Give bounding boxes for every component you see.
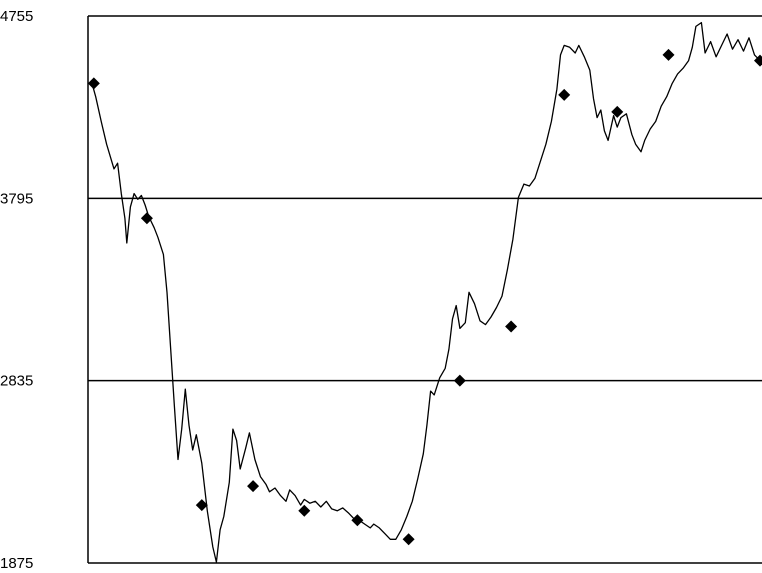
y-tick-labels: 1875 2835 3795 4755 bbox=[0, 8, 33, 572]
data-marker-5 bbox=[351, 514, 364, 527]
series-layer bbox=[91, 21, 761, 563]
data-marker-3 bbox=[247, 480, 260, 493]
data-marker-4 bbox=[298, 504, 311, 517]
y-tick-label-1875: 1875 bbox=[0, 555, 33, 572]
y-tick-label-4755: 4755 bbox=[0, 8, 33, 25]
data-marker-1 bbox=[140, 212, 153, 225]
y-tick-label-3795: 3795 bbox=[0, 190, 33, 207]
y-tick-label-2835: 2835 bbox=[0, 373, 33, 390]
data-marker-7 bbox=[453, 374, 466, 387]
data-marker-10 bbox=[611, 105, 624, 118]
series-line-0 bbox=[91, 21, 761, 563]
grid-layer bbox=[88, 15, 762, 564]
data-marker-12 bbox=[754, 54, 762, 67]
data-marker-6 bbox=[402, 533, 415, 546]
data-marker-0 bbox=[87, 77, 100, 90]
data-marker-8 bbox=[505, 320, 518, 333]
data-marker-2 bbox=[195, 499, 208, 512]
data-marker-11 bbox=[662, 48, 675, 61]
data-marker-9 bbox=[558, 88, 571, 101]
marker-layer bbox=[87, 48, 762, 546]
